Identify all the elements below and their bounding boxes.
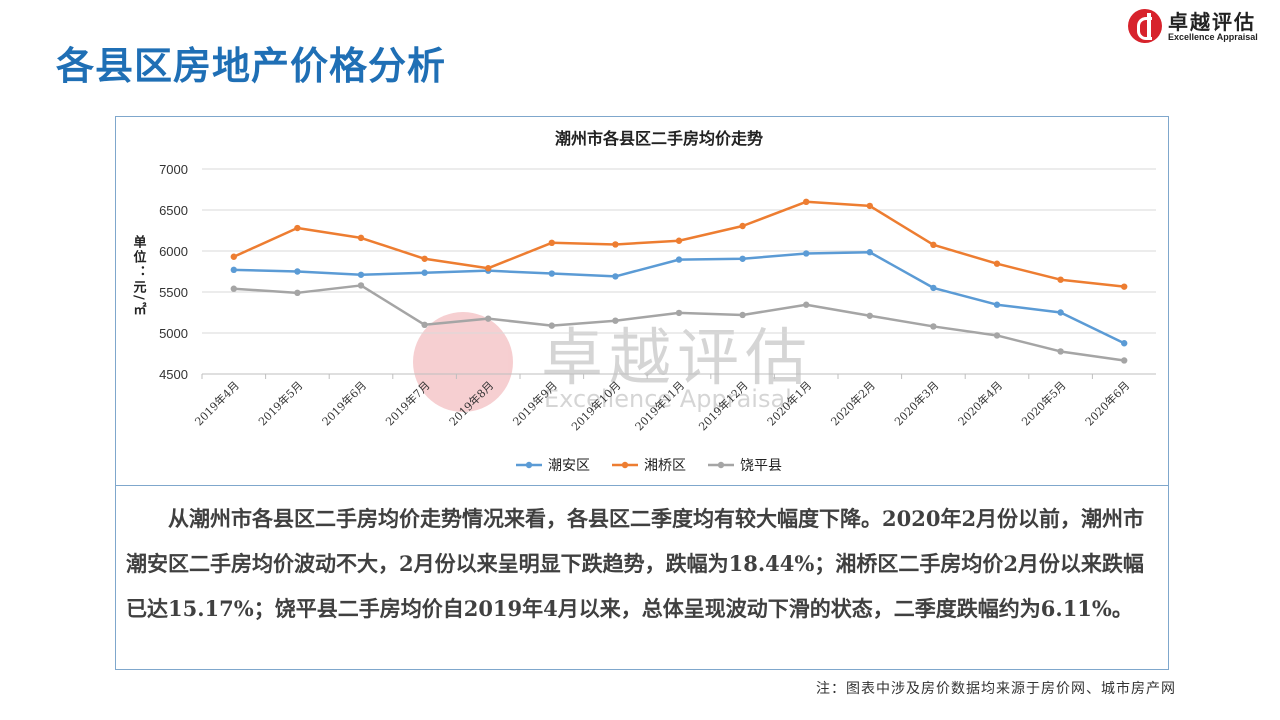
data-point-3 [612, 317, 619, 324]
analysis-panel: 从潮州市各县区二手房均价走势情况来看，各县区二季度均有较大幅度下降。2020年2… [115, 486, 1169, 670]
data-point-1 [230, 266, 237, 274]
y-tick-label: 6000 [159, 244, 188, 259]
data-point-2 [294, 224, 301, 232]
data-point-2 [739, 222, 746, 230]
data-point-3 [675, 309, 683, 317]
data-point-2 [357, 234, 365, 242]
data-point-2 [230, 253, 237, 260]
data-point-1 [357, 271, 365, 278]
legend-label: 湘桥区 [644, 458, 686, 474]
data-point-3 [357, 282, 365, 289]
x-tick-label: 2020年3月 [891, 378, 941, 428]
x-tick-label: 2019年5月 [255, 378, 305, 428]
y-tick-label: 5000 [159, 326, 188, 341]
data-point-2 [993, 260, 1001, 267]
data-point-1 [421, 269, 428, 276]
x-tick-label: 2020年5月 [1019, 378, 1069, 428]
x-tick-label: 2019年4月 [192, 378, 242, 428]
data-point-1 [1057, 309, 1064, 316]
data-point-3 [294, 289, 301, 297]
data-point-3 [421, 321, 428, 328]
data-point-1 [803, 250, 810, 257]
title-banner [0, 36, 560, 96]
x-tick-label: 2020年6月 [1082, 378, 1132, 428]
data-point-3 [930, 323, 937, 330]
data-point-2 [421, 255, 428, 262]
company-logo: 卓越评估 Excellence Appraisal [1128, 6, 1268, 46]
legend-label: 饶平县 [740, 458, 782, 474]
data-point-1 [993, 301, 1001, 308]
data-point-1 [294, 268, 301, 275]
data-point-3 [485, 315, 492, 322]
data-point-2 [548, 239, 555, 246]
watermark-text-en: Excellence Appraisal [544, 385, 792, 413]
data-point-1 [866, 249, 873, 256]
y-tick-label: 6500 [159, 203, 188, 218]
data-point-1 [675, 256, 683, 263]
data-point-1 [548, 270, 555, 277]
data-source-note: 注：图表中涉及房价数据均来源于房价网、城市房产网 [816, 681, 1176, 697]
data-point-2 [930, 241, 937, 249]
y-tick-label: 4500 [159, 367, 188, 382]
data-point-3 [803, 301, 810, 308]
data-point-1 [930, 284, 937, 292]
page-title: 各县区房地产价格分析 [56, 44, 447, 88]
data-point-2 [1057, 276, 1064, 283]
data-point-3 [993, 332, 1001, 339]
x-tick-label: 2019年7月 [383, 378, 433, 428]
data-point-1 [1121, 340, 1128, 347]
legend-marker [525, 461, 533, 469]
analysis-text: 从潮州市各县区二手房均价走势情况来看，各县区二季度均有较大幅度下降。2020年2… [126, 506, 1145, 621]
chart-title: 潮州市各县区二手房均价走势 [555, 129, 763, 148]
logo-name-en: Excellence Appraisal [1168, 32, 1258, 42]
x-tick-label: 2019年6月 [319, 378, 369, 428]
data-point-2 [675, 237, 683, 244]
data-point-3 [739, 311, 746, 319]
y-axis-label: 单位：元/㎡ [131, 234, 147, 316]
data-point-2 [866, 202, 873, 210]
x-tick-label: 2020年2月 [828, 378, 878, 428]
data-point-3 [548, 322, 555, 329]
logo-icon [1128, 9, 1162, 43]
x-tick-label: 2020年4月 [955, 378, 1005, 428]
y-tick-label: 7000 [159, 162, 188, 177]
data-point-2 [485, 265, 492, 272]
legend-marker [717, 461, 725, 469]
data-point-1 [612, 273, 619, 280]
chart-panel: 卓越评估 Excellence Appraisal 潮州市各县区二手房均价走势 450… [115, 116, 1169, 486]
legend-marker [621, 461, 629, 469]
data-point-3 [866, 312, 873, 319]
data-point-1 [739, 255, 746, 262]
data-point-3 [1121, 357, 1128, 364]
y-tick-label: 5500 [159, 285, 188, 300]
data-point-2 [803, 198, 810, 205]
data-point-2 [612, 241, 619, 248]
data-point-3 [230, 285, 237, 292]
watermark-logo-icon [413, 312, 513, 412]
legend-label: 潮安区 [548, 458, 590, 474]
data-point-3 [1057, 348, 1064, 355]
logo-name-cn: 卓越评估 [1168, 10, 1256, 34]
data-point-2 [1121, 283, 1128, 290]
